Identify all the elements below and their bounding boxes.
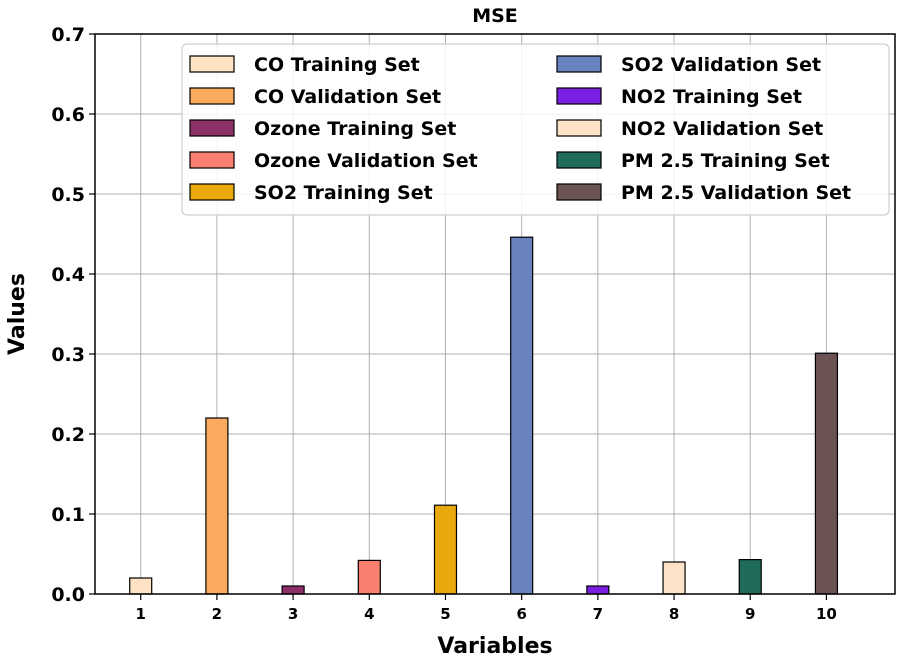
legend-swatch: [189, 183, 235, 201]
bar: [586, 585, 610, 595]
y-tick-label: 0.6: [51, 104, 85, 126]
legend-label: SO2 Training Set: [254, 182, 433, 204]
y-tick-label: 0.3: [51, 344, 85, 366]
legend-swatch: [556, 119, 602, 137]
legend-swatch: [556, 87, 602, 105]
bar: [129, 577, 153, 595]
bar: [205, 417, 229, 595]
x-tick-label: 5: [440, 605, 450, 623]
y-tick-label: 0.2: [51, 424, 85, 446]
legend-swatch: [189, 87, 235, 105]
legend-swatch: [556, 183, 602, 201]
x-tick-label: 7: [593, 605, 603, 623]
y-tick-label: 0.7: [51, 24, 85, 46]
legend-label: SO2 Validation Set: [621, 54, 821, 76]
x-tick-label: 4: [364, 605, 374, 623]
y-axis-label: Values: [5, 273, 30, 355]
y-tick-label: 0.5: [51, 184, 85, 206]
x-tick-label: 9: [745, 605, 755, 623]
legend-label: PM 2.5 Validation Set: [621, 182, 851, 204]
bar: [510, 236, 534, 595]
legend-box: [181, 43, 890, 216]
legend-swatch: [189, 151, 235, 169]
legend-label: Ozone Training Set: [254, 118, 456, 140]
bar: [738, 558, 762, 595]
legend-label: CO Validation Set: [254, 86, 441, 108]
legend-label: CO Training Set: [254, 54, 420, 76]
x-tick-label: 8: [669, 605, 679, 623]
bar: [433, 504, 458, 595]
legend-label: Ozone Validation Set: [254, 150, 478, 172]
bar: [281, 585, 305, 595]
legend-label: NO2 Training Set: [621, 86, 802, 108]
bars: [129, 236, 839, 595]
legend-swatch: [189, 119, 235, 137]
x-axis-ticks: 1 2 3 4 5 6 7 8 9 10: [135, 594, 837, 623]
plot-frame: [94, 33, 896, 595]
chart-title: MSE: [472, 5, 518, 27]
bar: [662, 561, 686, 595]
x-axis-label: Variables: [437, 634, 552, 659]
legend-swatch: [556, 55, 602, 73]
legend-swatch: [556, 151, 602, 169]
y-axis-ticks: 0.0 0.1 0.2 0.3 0.4 0.5 0.6 0.7: [51, 24, 95, 606]
y-tick-label: 0.1: [51, 504, 85, 526]
x-tick-label: 2: [212, 605, 222, 623]
legend-label: NO2 Validation Set: [621, 118, 823, 140]
bar: [814, 352, 839, 595]
y-tick-label: 0.4: [51, 264, 85, 286]
x-tick-label: 1: [135, 605, 145, 623]
y-tick-label: 0.0: [51, 584, 85, 606]
legend: CO Training Set CO Validation Set Ozone Tr…: [181, 43, 890, 216]
x-tick-label: 10: [816, 605, 837, 623]
x-tick-label: 6: [516, 605, 526, 623]
bar: [357, 559, 381, 595]
x-tick-label: 3: [288, 605, 298, 623]
legend-label: PM 2.5 Training Set: [621, 150, 830, 172]
legend-swatch: [189, 55, 235, 73]
